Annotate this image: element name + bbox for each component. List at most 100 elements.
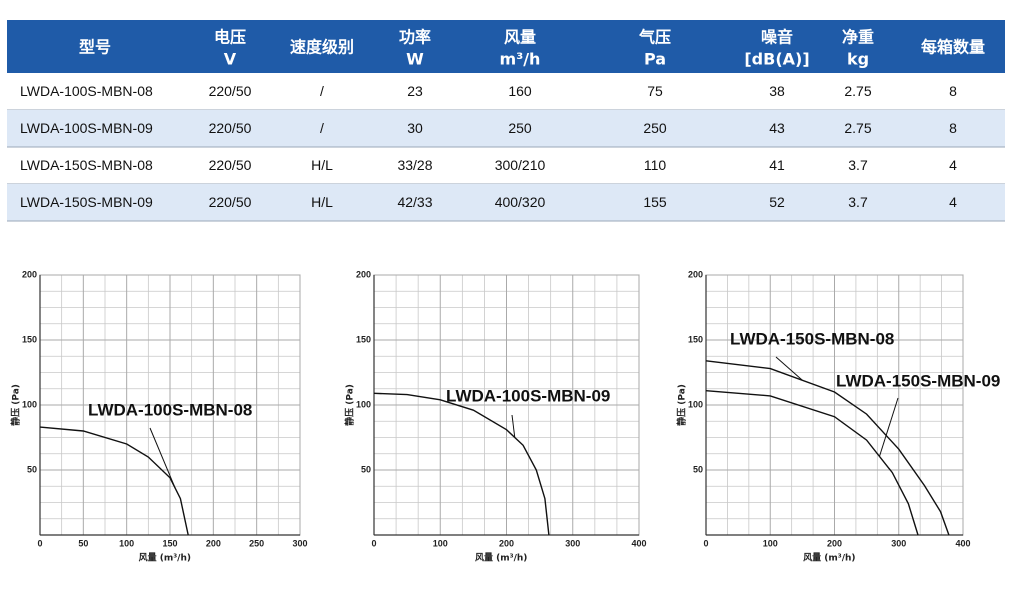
curve bbox=[373, 392, 550, 536]
row-bg bbox=[7, 184, 1005, 221]
table-cell: LWDA-150S-MBN-09 bbox=[20, 194, 153, 210]
x-tick-label: 250 bbox=[249, 538, 264, 548]
table-cell: 400/320 bbox=[495, 194, 546, 210]
y-tick-label: 200 bbox=[22, 269, 37, 279]
table-cell: / bbox=[320, 83, 324, 99]
x-axis-label: 风量 (m³/h) bbox=[475, 552, 527, 564]
y-tick-label: 150 bbox=[22, 334, 37, 344]
table-header-bg bbox=[7, 20, 1005, 73]
y-tick-label: 100 bbox=[688, 399, 703, 409]
header-cell: 型号 bbox=[79, 38, 111, 57]
header-cell: [dB(A)] bbox=[744, 50, 809, 69]
table-cell: / bbox=[320, 120, 324, 136]
table-cell: 220/50 bbox=[209, 83, 252, 99]
table-cell: 250 bbox=[508, 120, 532, 136]
table-cell: 42/33 bbox=[397, 194, 432, 210]
x-tick-label: 300 bbox=[292, 538, 307, 548]
y-tick-label: 100 bbox=[22, 399, 37, 409]
table-cell: 4 bbox=[949, 157, 957, 173]
x-tick-label: 0 bbox=[37, 538, 42, 548]
header-cell: 电压 bbox=[214, 28, 246, 47]
table-cell: 41 bbox=[769, 157, 785, 173]
header-cell: W bbox=[406, 50, 424, 69]
y-tick-label: 150 bbox=[688, 334, 703, 344]
header-cell: 风量 bbox=[504, 28, 536, 47]
y-tick-label: 50 bbox=[361, 464, 371, 474]
x-axis-label: 风量 (m³/h) bbox=[139, 552, 191, 564]
table-cell: 23 bbox=[407, 83, 423, 99]
table-cell: 110 bbox=[644, 157, 667, 173]
table-cell: 33/28 bbox=[397, 157, 432, 173]
leader-line bbox=[878, 397, 899, 457]
header-cell: Pa bbox=[644, 50, 666, 69]
row-bg bbox=[7, 110, 1005, 147]
y-tick-label: 150 bbox=[356, 334, 371, 344]
header-cell: 气压 bbox=[638, 28, 671, 47]
header-cell: 噪音 bbox=[761, 28, 793, 47]
table-cell: 220/50 bbox=[209, 157, 252, 173]
table-cell: 8 bbox=[949, 83, 957, 99]
curve bbox=[705, 360, 950, 536]
x-tick-label: 0 bbox=[371, 538, 376, 548]
x-tick-label: 100 bbox=[119, 538, 134, 548]
table-cell: 220/50 bbox=[209, 194, 252, 210]
x-tick-label: 400 bbox=[631, 538, 646, 548]
table-cell: 2.75 bbox=[844, 120, 871, 136]
table-cell: 38 bbox=[769, 83, 785, 99]
table-cell: 300/210 bbox=[495, 157, 546, 173]
header-cell: kg bbox=[847, 50, 869, 69]
header-cell: 净重 bbox=[842, 28, 874, 47]
y-tick-label: 200 bbox=[688, 269, 703, 279]
header-cell: 每箱数量 bbox=[921, 38, 985, 57]
x-tick-label: 100 bbox=[763, 538, 778, 548]
header-cell: m³/h bbox=[500, 50, 541, 69]
header-cell: 功率 bbox=[399, 28, 431, 47]
x-tick-label: 50 bbox=[78, 538, 88, 548]
table-cell: 3.7 bbox=[848, 157, 868, 173]
y-tick-label: 100 bbox=[356, 399, 371, 409]
x-tick-label: 150 bbox=[162, 538, 177, 548]
curve bbox=[39, 426, 189, 536]
y-tick-label: 50 bbox=[27, 464, 37, 474]
leader-line bbox=[511, 414, 516, 438]
table-cell: H/L bbox=[311, 157, 333, 173]
table-cell: 43 bbox=[769, 120, 785, 136]
table-cell: LWDA-100S-MBN-09 bbox=[20, 120, 153, 136]
y-axis-label: 静压 (Pa) bbox=[676, 384, 688, 426]
table-cell: 4 bbox=[949, 194, 957, 210]
table-cell: 52 bbox=[769, 194, 785, 210]
table-cell: 250 bbox=[643, 120, 667, 136]
y-axis-label: 静压 (Pa) bbox=[10, 384, 22, 426]
table-cell: 160 bbox=[508, 83, 532, 99]
y-tick-label: 200 bbox=[356, 269, 371, 279]
x-tick-label: 400 bbox=[955, 538, 970, 548]
curve-label: LWDA-150S-MBN-09 bbox=[836, 371, 1000, 390]
x-axis-label: 风量 (m³/h) bbox=[803, 552, 855, 564]
curve-label: LWDA-150S-MBN-08 bbox=[730, 329, 894, 348]
header-cell: 速度级别 bbox=[290, 38, 354, 57]
x-tick-label: 200 bbox=[206, 538, 221, 548]
y-tick-label: 50 bbox=[693, 464, 703, 474]
table-cell: 8 bbox=[949, 120, 957, 136]
x-tick-label: 200 bbox=[499, 538, 514, 548]
curve-label: LWDA-100S-MBN-09 bbox=[446, 386, 610, 405]
x-tick-label: 300 bbox=[891, 538, 906, 548]
table-cell: 3.7 bbox=[848, 194, 868, 210]
leader-line bbox=[775, 356, 803, 381]
leader-line bbox=[149, 427, 176, 489]
x-tick-label: 200 bbox=[827, 538, 842, 548]
table-cell: 220/50 bbox=[209, 120, 252, 136]
curve-label: LWDA-100S-MBN-08 bbox=[88, 400, 252, 419]
table-cell: 75 bbox=[647, 83, 663, 99]
x-tick-label: 0 bbox=[703, 538, 708, 548]
y-axis-label: 静压 (Pa) bbox=[344, 384, 356, 426]
table-cell: LWDA-100S-MBN-08 bbox=[20, 83, 153, 99]
x-tick-label: 100 bbox=[433, 538, 448, 548]
table-cell: 155 bbox=[643, 194, 667, 210]
table-cell: 2.75 bbox=[844, 83, 871, 99]
table-cell: 30 bbox=[407, 120, 423, 136]
table-cell: H/L bbox=[311, 194, 333, 210]
table-cell: LWDA-150S-MBN-08 bbox=[20, 157, 153, 173]
curve bbox=[705, 390, 919, 536]
